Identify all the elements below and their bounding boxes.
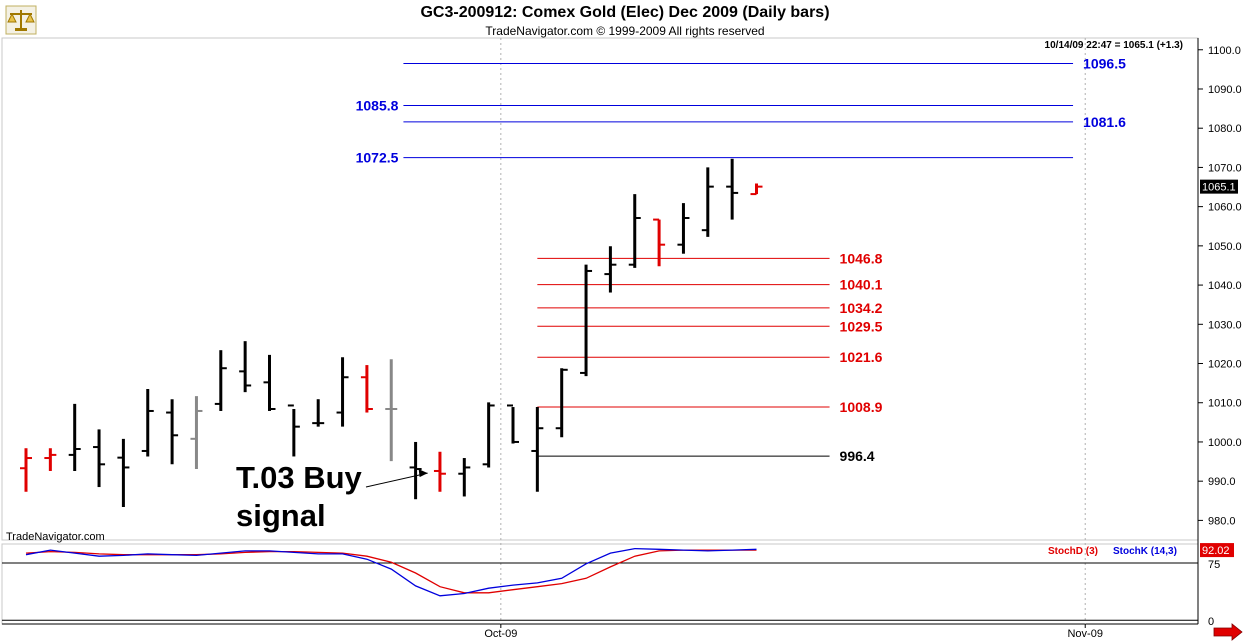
- ohlc-bar: [68, 403, 81, 471]
- ohlc-bar: [409, 441, 422, 500]
- y-tick-label: 1030.0: [1208, 319, 1242, 331]
- y-tick-label: 1080.0: [1208, 123, 1242, 135]
- ohlc-bar: [239, 341, 252, 393]
- price-panel: [1, 37, 1199, 541]
- oscillator-series-line: [25, 547, 757, 597]
- ohlc-bar: [214, 350, 227, 411]
- oscillator-tick-label: 75: [1208, 559, 1220, 571]
- ohlc-bar: [531, 407, 544, 492]
- annotation-text: signal: [236, 498, 326, 533]
- chart-subtitle: TradeNavigator.com © 1999-2009 All right…: [485, 24, 765, 38]
- y-tick-label: 1050.0: [1208, 241, 1242, 253]
- ohlc-bar: [360, 365, 373, 413]
- oscillator-last-value-box: [1200, 543, 1234, 558]
- quote-readout: 10/14/09 22:47 = 1065.1 (+1.3): [1045, 40, 1183, 51]
- level-label: 1081.6: [1083, 114, 1126, 130]
- level-label: 996.4: [840, 448, 875, 464]
- oscillator-last-value-label: 92.02: [1202, 545, 1230, 557]
- ohlc-bar: [263, 354, 276, 411]
- y-tick-label: 1010.0: [1208, 398, 1242, 410]
- oscillator-panel: [1, 543, 1199, 625]
- ohlc-bar: [385, 359, 398, 462]
- watermark: TradeNavigator.com: [6, 531, 105, 543]
- scale-balance-icon[interactable]: [4, 4, 38, 36]
- y-tick-label: 1100.0: [1208, 45, 1241, 57]
- y-tick-label: 1060.0: [1208, 202, 1242, 214]
- ohlc-bar: [677, 203, 690, 254]
- level-label: 1072.5: [356, 150, 399, 166]
- ohlc-bar: [750, 183, 763, 196]
- last-price-box: [1200, 179, 1238, 194]
- y-tick-label: 1000.0: [1208, 437, 1242, 449]
- level-label: 1096.5: [1083, 55, 1126, 71]
- level-label: 1046.8: [840, 250, 883, 266]
- ohlc-bar: [653, 218, 666, 267]
- x-tick-label: Oct-09: [484, 628, 517, 640]
- level-label: 1008.9: [840, 399, 883, 415]
- ohlc-bar: [701, 167, 714, 237]
- oscillator-legend-stochk: StochK (14,3): [1113, 546, 1177, 557]
- y-tick-label: 1040.0: [1208, 280, 1242, 292]
- ohlc-bar: [141, 389, 154, 457]
- ohlc-bar: [458, 458, 471, 497]
- ohlc-bar: [726, 158, 739, 220]
- ohlc-bar: [44, 448, 57, 471]
- oscillator-series-line: [25, 549, 757, 594]
- y-tick-label: 990.0: [1208, 476, 1236, 488]
- level-label: 1029.5: [840, 318, 883, 334]
- ohlc-bar: [555, 368, 568, 438]
- ohlc-bar: [20, 448, 32, 492]
- y-tick-label: 980.0: [1208, 515, 1236, 527]
- ohlc-bar: [336, 357, 349, 427]
- oscillator-tick-label: 0: [1208, 616, 1214, 628]
- y-tick-label: 1090.0: [1208, 84, 1242, 96]
- ohlc-bar: [190, 396, 203, 470]
- ohlc-bar: [433, 451, 446, 492]
- level-label: 1021.6: [840, 349, 883, 365]
- ohlc-bar: [628, 194, 641, 268]
- scroll-right-arrow-icon[interactable]: [1213, 623, 1243, 641]
- annotation-arrow: [365, 472, 428, 488]
- ohlc-bar: [287, 404, 300, 457]
- ohlc-bar: [507, 404, 519, 444]
- ohlc-bar: [482, 402, 495, 468]
- y-tick-label: 1020.0: [1208, 359, 1242, 371]
- chart-title: GC3-200912: Comex Gold (Elec) Dec 2009 (…: [420, 4, 830, 21]
- ohlc-bar: [93, 429, 106, 488]
- x-tick-label: Nov-09: [1067, 628, 1102, 640]
- y-tick-label: 1070.0: [1208, 162, 1242, 174]
- ohlc-bar: [604, 246, 617, 293]
- level-label: 1085.8: [356, 97, 399, 113]
- level-label: 1034.2: [840, 300, 883, 316]
- ohlc-bar: [580, 264, 593, 377]
- level-label: 1040.1: [840, 277, 883, 293]
- annotation-arrowhead: [418, 469, 428, 478]
- last-price-label: 1065.1: [1202, 182, 1236, 194]
- ohlc-bar: [312, 399, 325, 427]
- ohlc-bar: [166, 399, 179, 465]
- ohlc-bar: [117, 438, 130, 508]
- annotation-text: T.03 Buy: [236, 460, 363, 495]
- oscillator-legend-stochd: StochD (3): [1048, 546, 1098, 557]
